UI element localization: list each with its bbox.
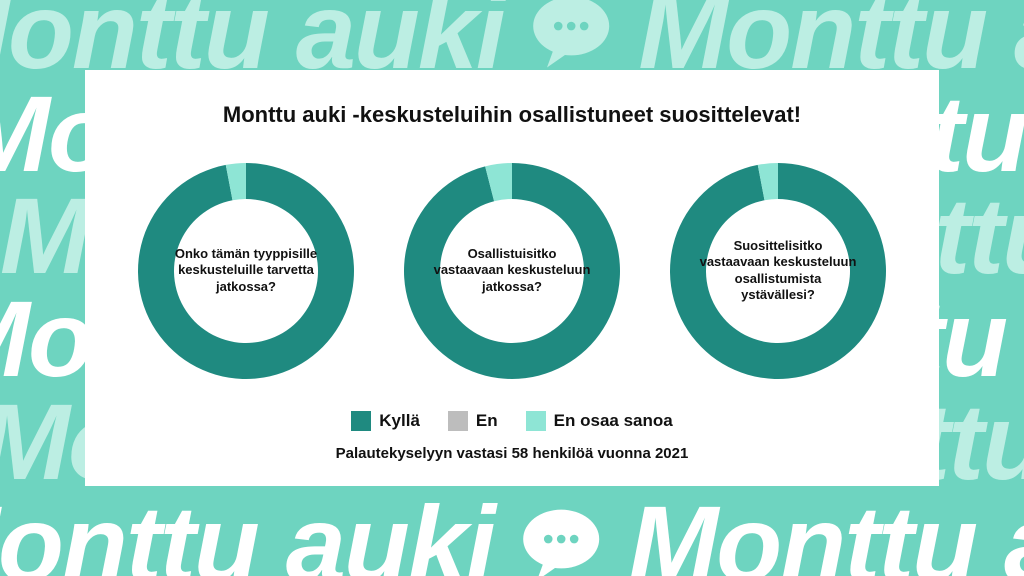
speech-bubble-icon — [528, 0, 614, 75]
legend-item: Kyllä — [351, 411, 420, 431]
legend-label: En osaa sanoa — [554, 411, 673, 431]
legend-swatch — [351, 411, 371, 431]
donut-question-label: Osallistuisitko vastaavaan keskusteluun … — [402, 246, 622, 295]
bg-pattern-word: Monttu auki — [0, 493, 494, 576]
chart-legend: Kyllä En En osaa sanoa — [351, 411, 672, 431]
donut-chart: Onko tämän tyyppisille keskusteluille ta… — [136, 161, 356, 381]
donut-chart-row: Onko tämän tyyppisille keskusteluille ta… — [113, 138, 911, 403]
bg-pattern-word: Monttu auki — [628, 493, 1024, 576]
infographic-card: Monttu auki -keskusteluihin osallistunee… — [85, 70, 939, 486]
legend-label: Kyllä — [379, 411, 420, 431]
legend-label: En — [476, 411, 498, 431]
legend-item: En — [448, 411, 498, 431]
donut-question-label: Suosittelisitko vastaavaan keskusteluun … — [668, 238, 888, 303]
legend-item: En osaa sanoa — [526, 411, 673, 431]
legend-swatch — [526, 411, 546, 431]
card-title: Monttu auki -keskusteluihin osallistunee… — [223, 102, 801, 128]
donut-question-label: Onko tämän tyyppisille keskusteluille ta… — [136, 246, 356, 295]
speech-bubble-icon — [518, 501, 604, 576]
card-footnote: Palautekyselyyn vastasi 58 henkilöä vuon… — [336, 445, 689, 462]
donut-chart: Suosittelisitko vastaavaan keskusteluun … — [668, 161, 888, 381]
legend-swatch — [448, 411, 468, 431]
bg-pattern-row: Monttu auki Monttu auki Monttu auki — [0, 493, 1024, 576]
donut-chart: Osallistuisitko vastaavaan keskusteluun … — [402, 161, 622, 381]
